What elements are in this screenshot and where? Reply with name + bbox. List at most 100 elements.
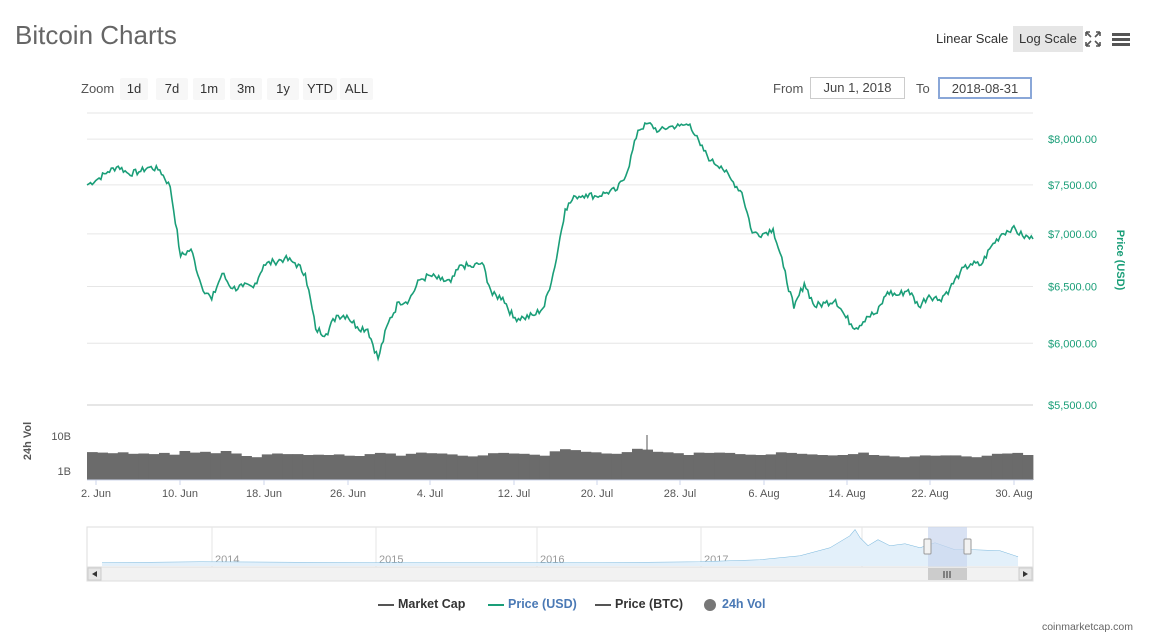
volume-bar xyxy=(775,452,787,480)
volume-bar xyxy=(436,453,448,480)
from-label: From xyxy=(773,81,804,96)
volume-bar xyxy=(272,453,283,480)
volume-bar xyxy=(786,452,797,480)
volume-bar xyxy=(1002,453,1013,480)
zoom-label: Zoom xyxy=(81,81,115,96)
x-tick-label: 10. Jun xyxy=(162,488,198,500)
volume-bar xyxy=(467,456,479,480)
volume-bar xyxy=(385,453,396,480)
volume-bar xyxy=(611,453,623,480)
volume-bar xyxy=(302,455,314,480)
volume-bar xyxy=(87,452,98,480)
volume-bar xyxy=(416,452,427,480)
x-tick-label: 12. Jul xyxy=(498,488,530,500)
volume-bar xyxy=(159,452,170,480)
legend-item-price-btc[interactable]: Price (BTC) xyxy=(595,597,683,611)
volume-bar xyxy=(652,451,664,480)
x-tick-label: 30. Aug xyxy=(995,488,1032,500)
navigator-selection[interactable] xyxy=(928,527,967,567)
arrow-left-glyph xyxy=(92,571,97,577)
zoom-1d-button[interactable]: 1d xyxy=(120,78,148,100)
credit-link[interactable]: coinmarketcap.com xyxy=(1041,621,1133,633)
volume-bar xyxy=(570,450,581,480)
zoom-1y-button[interactable]: 1y xyxy=(267,78,299,100)
volume-bar xyxy=(889,456,900,480)
grip-icon xyxy=(943,571,951,578)
y-tick-label: $8,000.00 xyxy=(1048,134,1097,146)
zoom-all-button[interactable]: ALL xyxy=(340,78,373,100)
volume-bar xyxy=(724,452,736,480)
volume-bar xyxy=(97,452,108,480)
volume-bar xyxy=(1022,455,1034,480)
volume-bar xyxy=(714,452,725,480)
page-title: Bitcoin Charts xyxy=(15,20,177,50)
volume-bar xyxy=(189,452,201,480)
x-tick-label: 2. Jun xyxy=(81,488,111,500)
navigator-scrollbar[interactable] xyxy=(86,566,1034,582)
y-tick-label: $6,000.00 xyxy=(1048,338,1097,350)
zoom-ytd-button[interactable]: YTD xyxy=(303,78,337,100)
volume-bar xyxy=(313,454,324,480)
volume-bar xyxy=(138,453,150,480)
volume-bar xyxy=(529,454,540,480)
volume-bar xyxy=(765,454,777,480)
hamburger-menu-icon[interactable] xyxy=(1111,30,1131,48)
arrow-right-glyph xyxy=(1023,571,1028,577)
volume-bar xyxy=(344,455,355,480)
volume-bar xyxy=(148,454,160,480)
linear-scale-button[interactable]: Linear Scale xyxy=(936,31,1009,46)
volume-bar xyxy=(488,453,499,480)
zoom-1m-button[interactable]: 1m xyxy=(193,78,225,100)
volume-axis-title: 24h Vol xyxy=(22,422,34,460)
price-usd-line xyxy=(86,122,1034,362)
volume-bar xyxy=(590,452,602,480)
zoom-7d-button[interactable]: 7d xyxy=(156,78,188,100)
y-tick-label: $6,500.00 xyxy=(1048,281,1097,293)
volume-bar xyxy=(560,449,571,480)
x-tick-label: 14. Aug xyxy=(828,488,865,500)
volume-bar xyxy=(261,454,273,480)
volume-bar xyxy=(961,456,972,480)
volume-bar xyxy=(251,457,263,480)
x-tick-label: 18. Jun xyxy=(246,488,282,500)
volume-bar xyxy=(950,455,962,480)
volume-bar xyxy=(220,451,232,480)
from-date-input[interactable]: Jun 1, 2018 xyxy=(810,77,905,99)
volume-bar xyxy=(909,456,921,480)
volume-bar xyxy=(940,455,952,480)
volume-bar xyxy=(919,455,931,480)
volume-bar xyxy=(426,453,437,480)
navigator-left-handle[interactable] xyxy=(923,538,932,555)
legend-item-24h-vol[interactable]: 24h Vol xyxy=(704,597,766,611)
volume-bar xyxy=(601,453,612,480)
volume-bar xyxy=(662,452,674,480)
volume-bar xyxy=(673,453,684,480)
fullscreen-icon[interactable] xyxy=(1084,30,1104,48)
volume-bar xyxy=(333,454,345,480)
volume-bar xyxy=(693,452,705,480)
volume-bar xyxy=(374,452,386,480)
volume-bar xyxy=(128,453,139,480)
volume-tick-1b: 1B xyxy=(58,466,71,478)
volume-bar xyxy=(899,457,910,480)
volume-bar xyxy=(117,452,129,480)
volume-bar xyxy=(817,455,828,480)
volume-bar xyxy=(231,453,242,480)
volume-bar xyxy=(210,453,222,480)
volume-bar xyxy=(241,456,252,480)
to-date-input[interactable]: 2018-08-31 xyxy=(938,77,1032,99)
volume-bar xyxy=(549,451,561,480)
volume-bar xyxy=(704,452,715,480)
price-axis-title: Price (USD) xyxy=(1114,230,1126,291)
volume-tick-10b: 10B xyxy=(51,431,71,443)
legend-label: 24h Vol xyxy=(722,597,766,611)
legend-item-market-cap[interactable]: Market Cap xyxy=(378,597,465,611)
log-scale-button[interactable]: Log Scale xyxy=(1013,26,1083,52)
x-tick-label: 26. Jun xyxy=(330,488,366,500)
x-tick-label: 28. Jul xyxy=(664,488,696,500)
navigator[interactable]: 20142015201620172018 xyxy=(86,526,1034,582)
navigator-right-handle[interactable] xyxy=(963,538,972,555)
legend-item-price-usd[interactable]: Price (USD) xyxy=(488,597,577,611)
zoom-3m-button[interactable]: 3m xyxy=(230,78,262,100)
